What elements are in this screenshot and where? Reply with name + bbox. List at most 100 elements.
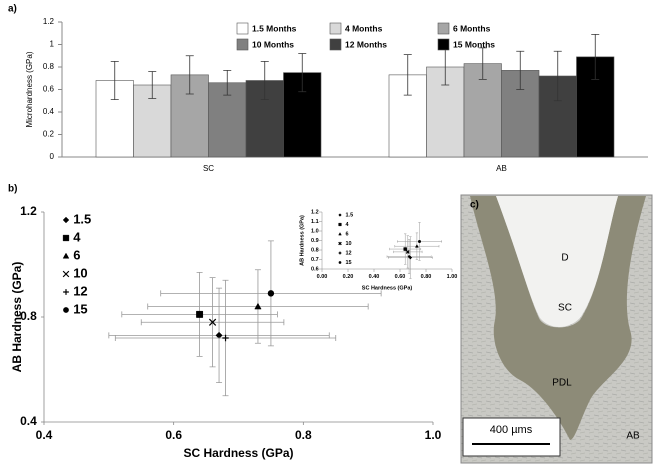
y-tick-label: 1.1 [311, 219, 319, 225]
error-bar [110, 60, 119, 101]
y-axis-label: AB Hardness (GPa) [299, 215, 305, 266]
error-bar [148, 71, 157, 99]
y-tick-label: 0.8 [43, 62, 55, 71]
x-tick-label: SC [203, 164, 214, 173]
y-tick-label: 1.2 [311, 209, 319, 215]
legend-marker [62, 252, 70, 259]
legend-swatch [437, 22, 450, 35]
legend-label: 6 Months [453, 23, 491, 33]
panel-label: b) [8, 184, 17, 195]
x-tick-label: AB [496, 164, 507, 173]
legend-label: 15 Months [453, 39, 495, 49]
legend-swatch [329, 22, 342, 35]
x-axis-label: SC Hardness (GPa) [362, 285, 413, 291]
y-tick-label: 0.2 [43, 130, 55, 139]
legend-label: 10 Months [252, 39, 294, 49]
x-tick-label: 0.20 [343, 274, 354, 280]
legend-label: 12 Months [345, 39, 387, 49]
y-tick-label: 0 [50, 152, 55, 161]
y-tick-label: 1.2 [43, 17, 55, 26]
legend-label: 12 [346, 250, 352, 256]
legend-label: 6 [73, 247, 80, 262]
legend-marker [338, 213, 342, 217]
legend-marker [338, 232, 342, 236]
error-bar [478, 47, 487, 80]
y-axis-label: AB Hardness (GPa) [10, 262, 24, 373]
legend-label: 4 [346, 222, 350, 228]
legend-marker [338, 241, 342, 246]
y-tick-label: 0.8 [311, 247, 319, 253]
point [222, 334, 229, 342]
error-bar [260, 60, 269, 101]
y-tick-label: 1 [50, 40, 55, 49]
y-axis-label: Microhardness (GPa) [25, 51, 34, 127]
point [405, 249, 410, 254]
y-tick-label: 0.6 [43, 85, 55, 94]
point [215, 331, 223, 339]
x-tick-label: 1.00 [447, 274, 458, 280]
error-bar [553, 50, 562, 102]
legend-marker [338, 261, 342, 264]
legend-swatch [329, 38, 342, 51]
legend-label: 10 [73, 265, 87, 280]
legend-label: 10 [346, 241, 352, 247]
x-tick-label: 0.6 [165, 428, 182, 442]
x-tick-label: 0.4 [36, 428, 53, 442]
y-tick-label: 0.7 [311, 257, 319, 263]
x-tick-label: 0.40 [369, 274, 380, 280]
point [408, 256, 412, 260]
panel-label: a) [8, 4, 17, 15]
y-tick-label: 0.4 [43, 107, 55, 116]
legend-marker [62, 216, 70, 224]
legend-marker [62, 270, 70, 278]
error-bar [403, 54, 412, 96]
legend-label: 15 [346, 260, 352, 266]
region-label: PDL [552, 378, 572, 389]
legend-label: 1.5 [73, 211, 91, 226]
region-label: SC [558, 303, 572, 314]
error-bar [223, 69, 232, 96]
y-tick-label: 0.8 [20, 309, 37, 323]
dentin [496, 196, 618, 327]
micrograph: c) D SC PDL AB 400 µms [460, 194, 653, 464]
point [196, 310, 204, 318]
y-tick-label: 0.9 [311, 238, 319, 244]
panel-label: c) [470, 200, 479, 211]
x-tick-label: 1.0 [425, 428, 442, 442]
x-tick-label: 0.8 [295, 428, 312, 442]
legend-marker [63, 289, 69, 295]
legend-label: 1.5 [346, 212, 354, 218]
y-tick-label: 1.0 [311, 228, 319, 234]
legend-label: 15 [73, 301, 87, 316]
point [208, 318, 217, 326]
legend-label: 6 [346, 231, 349, 237]
x-axis-label: SC Hardness (GPa) [183, 446, 293, 460]
legend-swatch [236, 22, 249, 35]
y-tick-label: 1.2 [20, 204, 37, 218]
legend-label: 4 Months [345, 23, 383, 33]
x-tick-label: 0.60 [395, 274, 406, 280]
scale-bar-label: 400 µms [490, 424, 533, 436]
scale-bar-box [462, 417, 561, 457]
error-bar [298, 53, 307, 93]
x-tick-label: 0.00 [317, 274, 328, 280]
legend-label: 4 [73, 229, 81, 244]
legend-marker [338, 222, 342, 227]
error-bar [185, 55, 194, 95]
legend-swatch [437, 38, 450, 51]
legend-swatch [236, 38, 249, 51]
region-label: D [561, 253, 568, 264]
legend-label: 12 [73, 283, 87, 298]
point [418, 239, 421, 243]
point [267, 290, 275, 297]
region-label: AB [626, 431, 640, 442]
y-tick-label: 0.4 [20, 414, 37, 428]
error-bar [516, 50, 525, 90]
legend-marker [62, 234, 70, 242]
point [414, 244, 419, 248]
y-tick-label: 0.6 [311, 266, 319, 272]
x-tick-label: 0.80 [421, 274, 432, 280]
point [254, 302, 262, 310]
tissue [470, 196, 646, 440]
